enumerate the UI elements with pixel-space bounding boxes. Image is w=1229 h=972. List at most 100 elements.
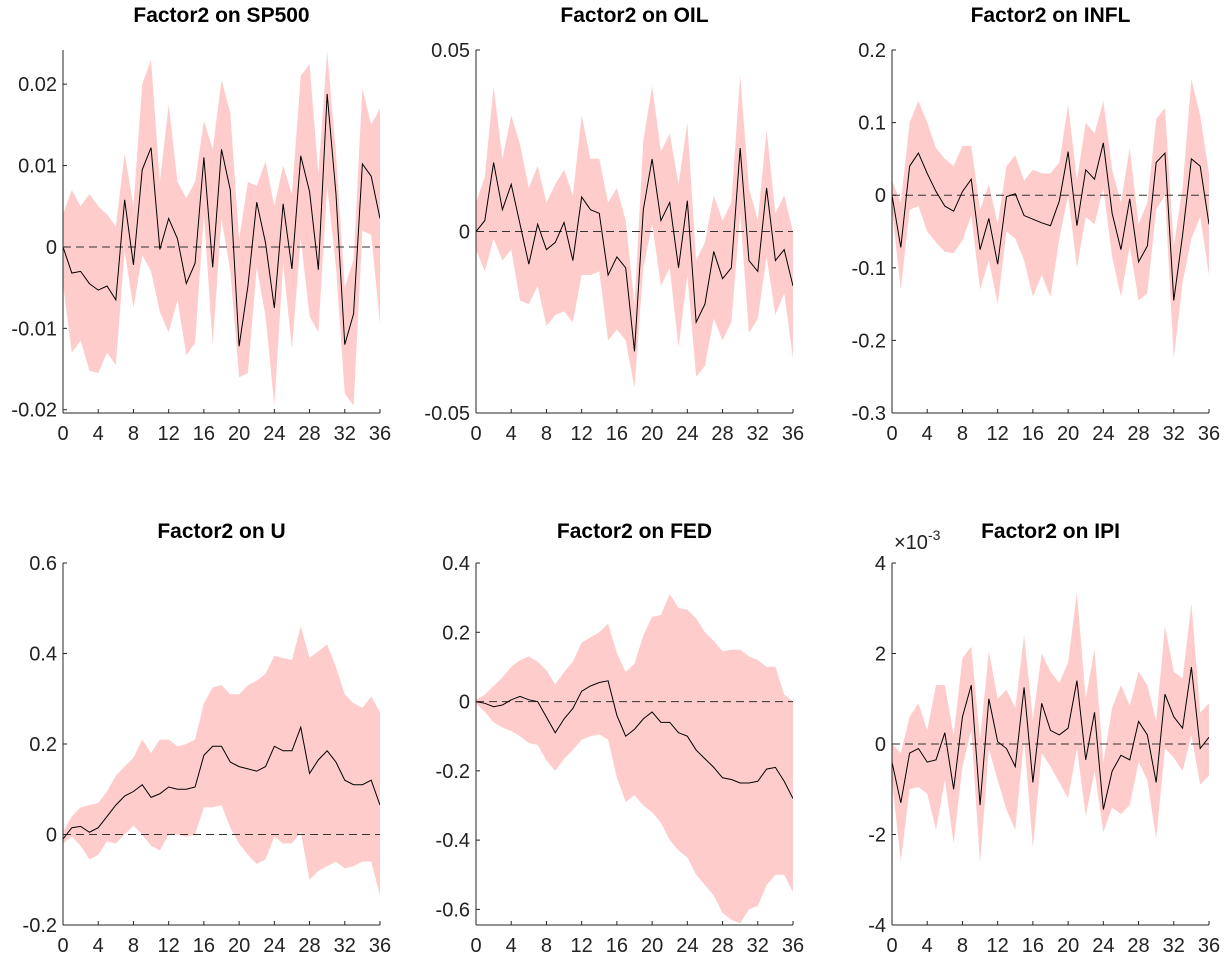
x-tick-label: 24 [1092,935,1114,957]
y-tick-label: -0.2 [852,330,886,352]
y-multiplier-base: ×10 [894,532,928,554]
x-tick-label: 4 [506,935,517,957]
plot-area [476,75,793,388]
y-tick-label: -0.05 [424,403,470,425]
x-tick-label: 0 [886,423,897,445]
x-tick-label: 12 [571,423,593,445]
y-tick-label: 0.1 [858,113,886,135]
subplot-title: Factor2 on OIL [560,4,708,27]
x-tick-label: 12 [987,935,1009,957]
confidence-band [63,51,380,406]
subplot-title: Factor2 on FED [557,520,712,543]
x-tick-label: 24 [263,935,285,957]
response-line [892,667,1209,810]
y-tick-label: 4 [875,553,886,575]
x-tick-label: 32 [1163,423,1185,445]
x-tick-label: 28 [1127,935,1149,957]
plot-area [892,79,1209,359]
x-tick-label: 4 [93,423,104,445]
confidence-band [476,75,793,388]
subplot-title: Factor2 on SP500 [133,4,309,27]
x-tick-label: 24 [676,423,698,445]
x-tick-label: 16 [193,935,215,957]
x-tick-label: 32 [334,423,356,445]
y-multiplier-exponent: -3 [928,527,941,543]
x-tick-label: 36 [369,935,391,957]
y-tick-label: -0.2 [436,761,470,783]
x-tick-label: 0 [470,423,481,445]
y-tick-label: -0.2 [23,915,57,937]
x-tick-label: 0 [57,423,68,445]
response-line [63,725,380,840]
x-tick-label: 4 [922,423,933,445]
y-tick-label: 0.2 [29,734,57,756]
x-tick-label: 36 [1198,935,1220,957]
y-tick-label: -2 [868,825,886,847]
confidence-band [892,79,1209,359]
y-tick-label: 0 [459,692,470,714]
x-tick-label: 8 [128,423,139,445]
x-tick-label: 8 [541,423,552,445]
subplot-title: Factor2 on U [157,520,285,543]
y-tick-label: -0.6 [436,899,470,921]
x-tick-label: 8 [128,935,139,957]
y-tick-label: -4 [868,915,886,937]
y-tick-label: -0.1 [852,258,886,280]
x-tick-label: 32 [747,935,769,957]
y-tick-label: 0.4 [29,644,57,666]
plot-area [892,592,1209,864]
y-tick-label: -0.3 [852,403,886,425]
x-tick-label: 20 [228,423,250,445]
y-tick-label: 2 [875,644,886,666]
x-tick-label: 28 [711,423,733,445]
x-tick-label: 12 [987,423,1009,445]
x-tick-label: 16 [193,423,215,445]
x-tick-label: 16 [606,935,628,957]
x-tick-label: 36 [782,423,804,445]
x-tick-label: 32 [334,935,356,957]
x-tick-label: 24 [263,423,285,445]
x-tick-label: 8 [957,423,968,445]
x-tick-label: 20 [1057,935,1079,957]
y-tick-label: -0.4 [436,830,470,852]
x-tick-label: 36 [369,423,391,445]
x-tick-label: 4 [506,423,517,445]
x-tick-label: 20 [1057,423,1079,445]
x-tick-label: 0 [886,935,897,957]
y-tick-label: -0.02 [11,400,57,422]
y-tick-label: 0 [46,237,57,259]
y-tick-label: 0 [875,185,886,207]
x-tick-label: 24 [676,935,698,957]
x-tick-label: 0 [470,935,481,957]
y-tick-label: -0.01 [11,318,57,340]
x-tick-label: 20 [641,935,663,957]
x-tick-label: 20 [228,935,250,957]
response-line [476,680,793,799]
y-tick-label: 0 [875,734,886,756]
confidence-band [63,626,380,896]
response-line [892,142,1209,301]
x-tick-label: 12 [158,423,180,445]
x-tick-label: 16 [1022,423,1044,445]
x-tick-label: 36 [782,935,804,957]
y-multiplier: ×10-3 [894,527,941,554]
x-tick-label: 4 [93,935,104,957]
y-tick-label: 0 [459,222,470,244]
x-tick-label: 12 [158,935,180,957]
x-tick-label: 0 [57,935,68,957]
subplot: -0.3 -0.2 -0.1 0 0.1 0.2 0 4 8 12 16 20 24 28 32 36 Fact… [852,4,1221,445]
x-tick-label: 12 [571,935,593,957]
response-line [63,93,380,347]
y-tick-label: 0 [46,825,57,847]
x-tick-label: 28 [298,423,320,445]
x-tick-label: 28 [298,935,320,957]
x-tick-label: 28 [1127,423,1149,445]
subplot: -0.02 -0.01 0 0.01 0.02 0 4 8 12 16 20 24 28 32 36 Fact… [11,4,391,445]
y-tick-label: 0.02 [18,74,57,96]
y-tick-label: 0.6 [29,553,57,575]
y-tick-label: 0.01 [18,156,57,178]
